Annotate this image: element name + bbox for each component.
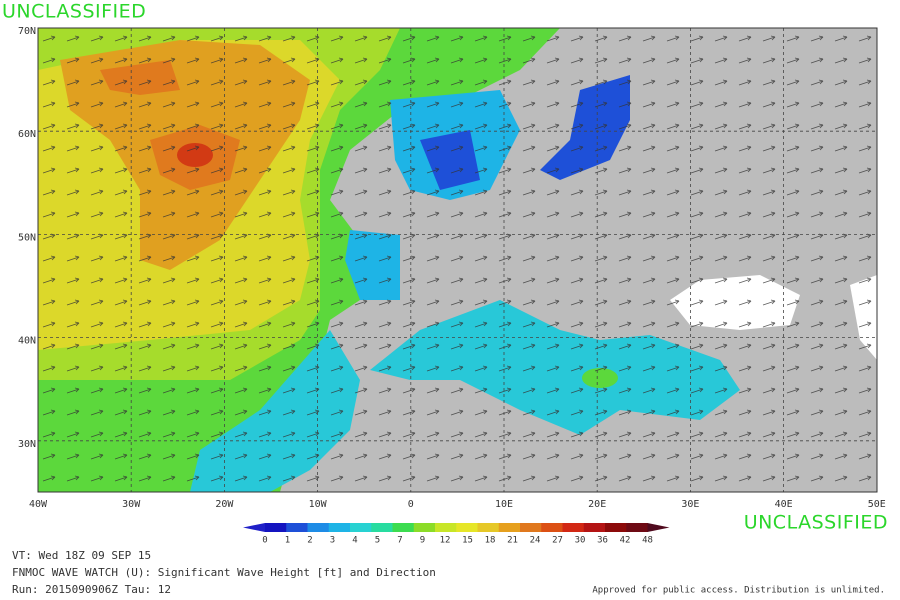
lon-label: 40E <box>775 499 793 510</box>
colorbar-label: 4 <box>352 536 357 546</box>
colorbar-label: 30 <box>575 536 586 546</box>
lon-label: 20W <box>215 499 234 510</box>
lat-label: 60N <box>18 129 36 140</box>
graticule <box>38 28 877 492</box>
colorbar-swatch <box>562 523 585 532</box>
lat-label: 70N <box>18 26 36 37</box>
colorbar-label: 24 <box>530 536 541 546</box>
colorbar-end <box>243 523 265 532</box>
lon-label: 30E <box>681 499 699 510</box>
colorbar-label: 18 <box>485 536 496 546</box>
product-title: FNMOC WAVE WATCH (U): Significant Wave H… <box>12 566 436 579</box>
colorbar-label: 7 <box>397 536 402 546</box>
colorbar-swatch <box>413 523 436 532</box>
wave-direction-arrows <box>38 28 877 492</box>
colorbar-swatch <box>435 523 457 532</box>
colorbar-label: 27 <box>552 536 563 546</box>
lat-label: 50N <box>18 232 36 243</box>
colorbar-swatch <box>456 523 478 532</box>
colorbar-swatch <box>498 523 521 532</box>
colorbar-swatch <box>626 523 648 532</box>
colorbar-swatch <box>307 523 330 532</box>
colorbar-label: 5 <box>375 536 380 546</box>
lat-label: 30N <box>18 439 36 450</box>
colorbar-label: 1 <box>285 536 290 546</box>
classification-top: UNCLASSIFIED <box>2 1 146 23</box>
colorbar-swatch <box>520 523 542 532</box>
lon-label: 50E <box>868 499 886 510</box>
colorbar: 0 1 2 3 4 5 7 9 12 15 18 21 24 27 30 36 42 48 <box>243 523 670 546</box>
colorbar-label: 3 <box>330 536 335 546</box>
colorbar-label: 21 <box>507 536 518 546</box>
lon-label: 40W <box>29 499 48 510</box>
axis-labels: 70N 60N 50N 40N 30N 40W 30W 20W 10W 0 10E 20E 30E 40E… <box>18 26 886 510</box>
colorbar-label: 12 <box>440 536 451 546</box>
classification-bottom: UNCLASSIFIED <box>744 512 888 534</box>
colorbar-swatch <box>583 523 606 532</box>
colorbar-label: 2 <box>307 536 312 546</box>
approval-note: Approved for public access. Distribution… <box>592 586 885 596</box>
lon-label: 20E <box>588 499 606 510</box>
map-frame <box>37 27 878 493</box>
colorbar-label: 15 <box>462 536 473 546</box>
colorbar-label: 36 <box>597 536 608 546</box>
colorbar-swatch <box>541 523 563 532</box>
run-info: Run: 2015090906Z Tau: 12 <box>12 583 171 596</box>
lon-label: 0 <box>408 499 414 510</box>
lon-label: 10E <box>495 499 513 510</box>
colorbar-label: 42 <box>620 536 631 546</box>
colorbar-swatch <box>605 523 627 532</box>
colorbar-swatch <box>350 523 372 532</box>
colorbar-label: 9 <box>420 536 425 546</box>
colorbar-swatch <box>477 523 500 532</box>
valid-time: VT: Wed 18Z 09 SEP 15 <box>12 549 151 562</box>
colorbar-end <box>647 523 670 532</box>
lon-label: 10W <box>309 499 328 510</box>
lon-label: 30W <box>122 499 141 510</box>
lat-label: 40N <box>18 336 36 347</box>
map-area <box>38 28 877 492</box>
colorbar-swatch <box>328 523 351 532</box>
colorbar-label: 48 <box>642 536 653 546</box>
colorbar-label: 0 <box>262 536 267 546</box>
colorbar-swatch <box>392 523 415 532</box>
colorbar-swatch <box>371 523 393 532</box>
colorbar-swatch <box>265 523 287 532</box>
colorbar-swatch <box>286 523 308 532</box>
